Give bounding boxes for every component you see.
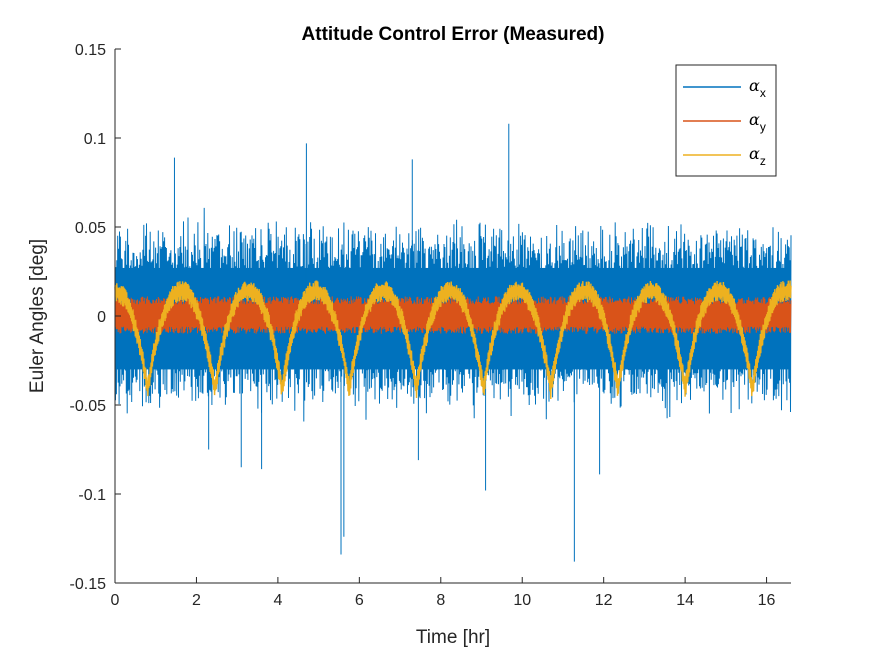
y-tick-label: 0.05 <box>75 220 106 237</box>
x-tick-label: 12 <box>595 592 613 609</box>
y-tick-label: 0 <box>97 309 106 326</box>
x-tick-label: 0 <box>111 592 120 609</box>
y-tick-label: -0.1 <box>78 487 106 504</box>
series-alpha-y-line <box>114 296 792 334</box>
legend-label-alpha-z: αz <box>749 144 766 168</box>
y-axis-label: Euler Angles [deg] <box>27 239 48 393</box>
x-tick-label: 10 <box>513 592 531 609</box>
series-layer <box>114 123 792 562</box>
series-alpha-z-line <box>114 280 792 400</box>
x-tick-label: 16 <box>758 592 776 609</box>
x-tick-label: 4 <box>273 592 282 609</box>
legend-label-alpha-x: αx <box>749 76 766 100</box>
chart-title: Attitude Control Error (Measured) <box>302 24 605 45</box>
x-ticks: 0 2 4 6 8 10 12 14 16 <box>111 577 776 609</box>
y-tick-label: 0.1 <box>84 131 106 148</box>
y-tick-label: -0.05 <box>70 398 107 415</box>
x-axis-label: Time [hr] <box>416 627 490 648</box>
x-tick-label: 14 <box>676 592 694 609</box>
x-tick-label: 6 <box>355 592 364 609</box>
x-tick-label: 8 <box>436 592 445 609</box>
y-ticks: -0.15 -0.1 -0.05 0 0.05 0.1 0.15 <box>70 42 121 593</box>
y-tick-label: 0.15 <box>75 42 106 59</box>
y-tick-label: -0.15 <box>70 576 107 593</box>
series-alpha-x-line <box>114 207 792 422</box>
x-tick-label: 2 <box>192 592 201 609</box>
legend: αx αy αz <box>675 64 777 177</box>
legend-label-alpha-y: αy <box>749 110 766 134</box>
